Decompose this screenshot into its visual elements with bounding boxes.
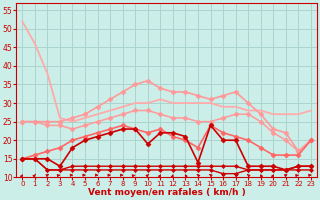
X-axis label: Vent moyen/en rafales ( km/h ): Vent moyen/en rafales ( km/h )	[88, 188, 245, 197]
